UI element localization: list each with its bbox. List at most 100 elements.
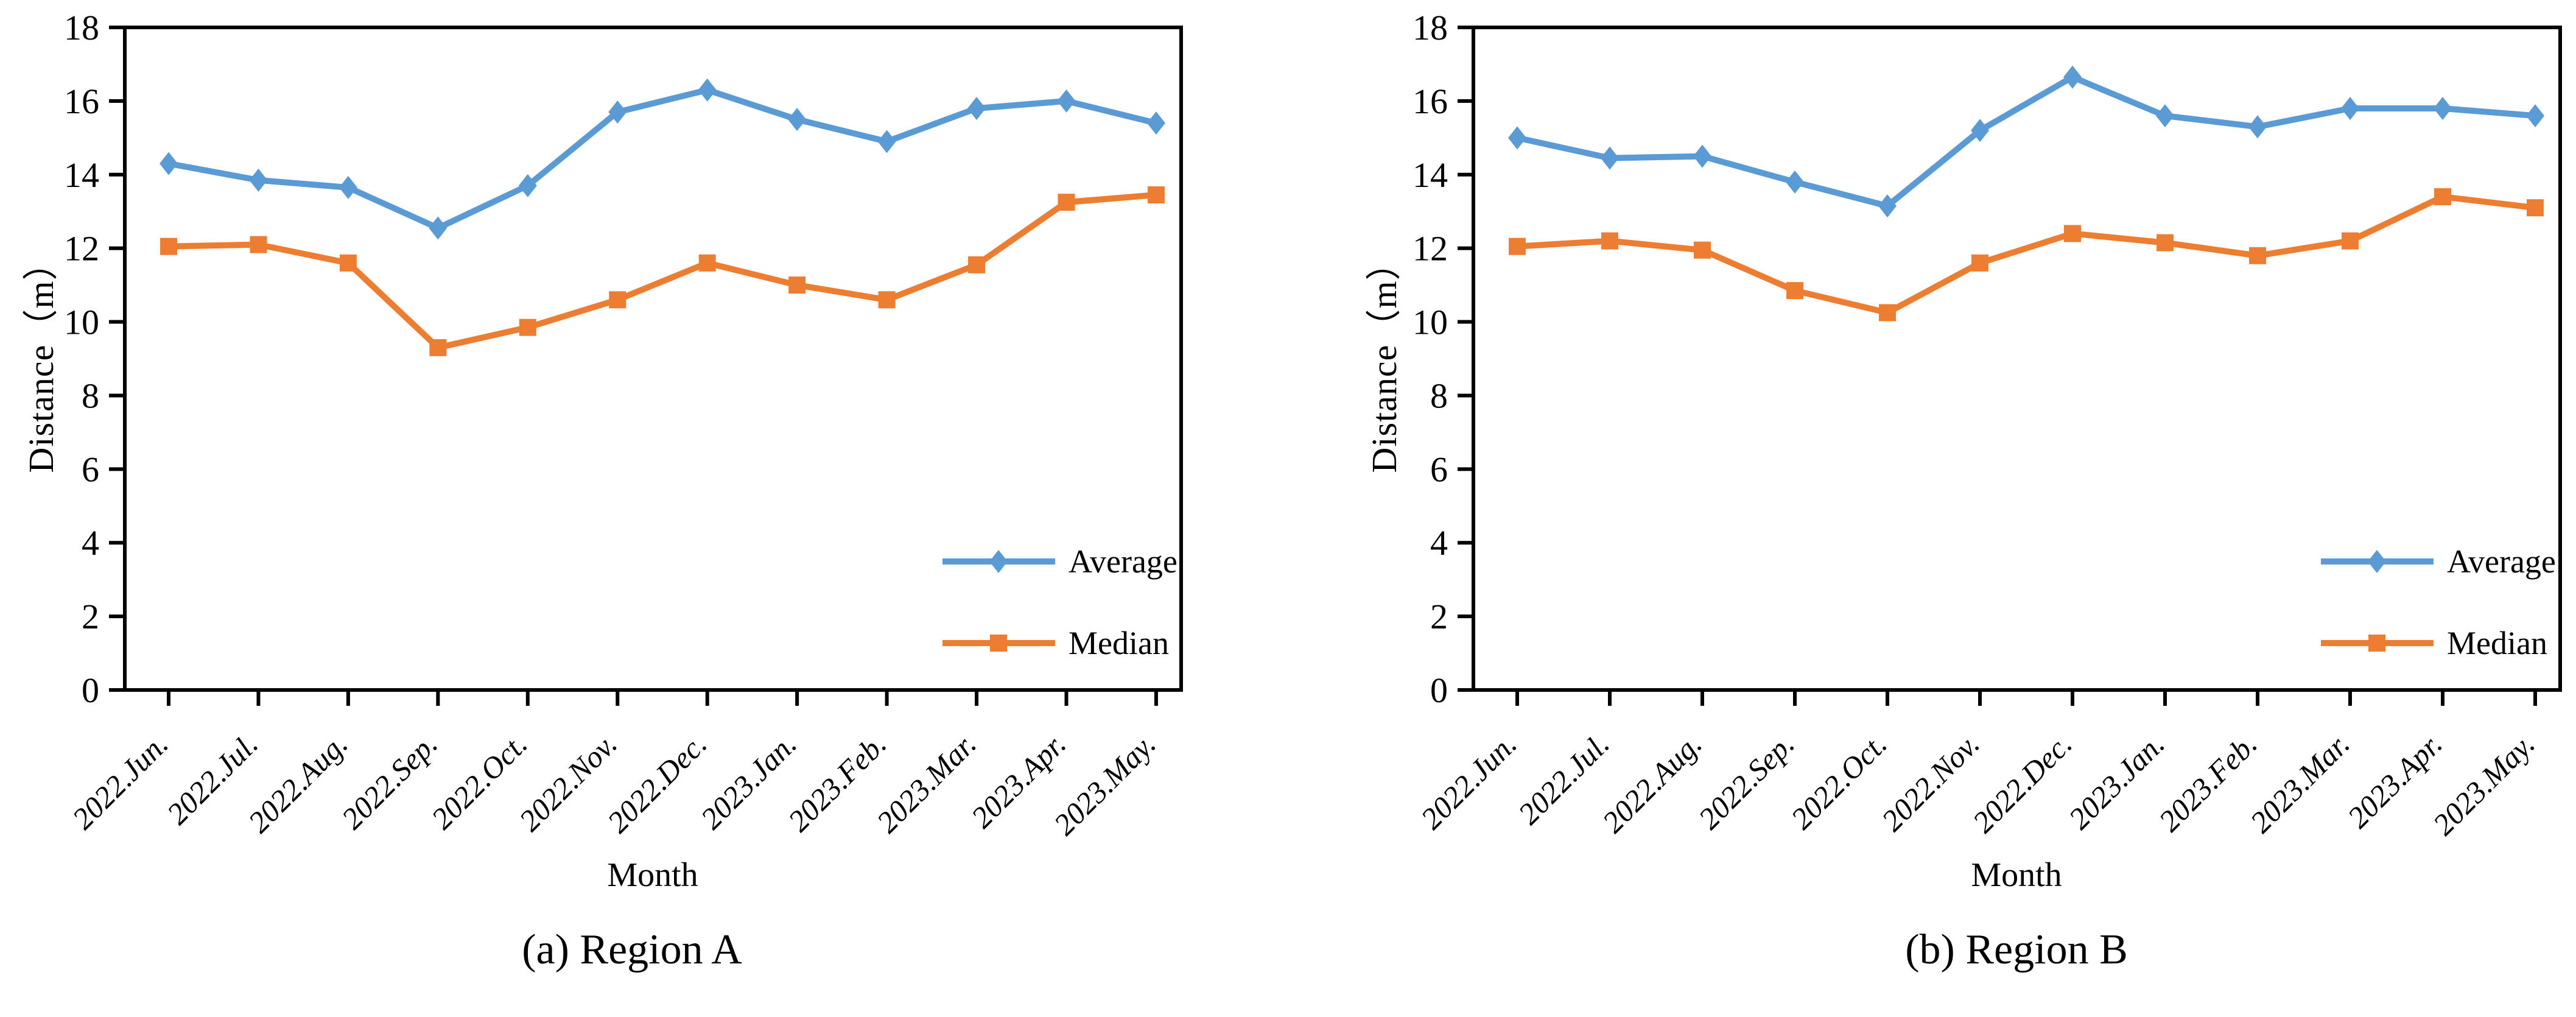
marker-median: [160, 238, 177, 255]
y-tick-label: 18: [1413, 8, 1448, 48]
marker-average: [877, 130, 896, 153]
marker-median: [878, 291, 896, 309]
marker-average: [2063, 65, 2082, 89]
marker-median: [1601, 232, 1618, 250]
legend-item-average: Average: [942, 537, 1177, 586]
plot-frame: [123, 26, 1183, 692]
y-axis-label-region-b: Distance（m）: [1364, 244, 1404, 473]
x-tick-label: 2022.Dec.: [601, 727, 714, 839]
median-line-swatch-icon: [942, 635, 1055, 652]
marker-median: [2249, 247, 2266, 264]
y-tick-label: 16: [1413, 82, 1448, 121]
legend-item-median: Median: [2321, 619, 2556, 667]
series-line-median: [168, 192, 1157, 351]
x-tick-label: 2023.Mar.: [2244, 727, 2356, 839]
y-tick-label: 10: [64, 303, 99, 342]
legend-region-a: Average Median: [942, 537, 1177, 667]
marker-average: [2341, 96, 2359, 120]
marker-average: [1878, 194, 1897, 218]
marker-median: [788, 276, 806, 294]
marker-average: [429, 216, 447, 240]
marker-average: [1786, 170, 1804, 194]
marker-average: [160, 152, 178, 175]
y-tick-label: 0: [1430, 670, 1448, 710]
series-line-average: [1516, 74, 2536, 209]
x-axis-label-region-a: Month: [607, 856, 698, 894]
marker-average: [1057, 89, 1076, 113]
x-tick-label: 2022.Nov.: [1875, 727, 1985, 837]
marker-median: [2527, 199, 2544, 217]
marker-average: [2248, 115, 2267, 139]
marker-average: [1601, 146, 1619, 170]
y-tick-label: 18: [64, 8, 99, 48]
y-tick-label: 2: [1430, 597, 1448, 636]
marker-median: [2064, 225, 2081, 242]
marker-median: [609, 291, 626, 309]
marker-median: [2434, 188, 2451, 206]
marker-average: [249, 168, 268, 192]
marker-median: [968, 256, 986, 273]
y-tick-label: 10: [1413, 303, 1448, 342]
marker-median: [2342, 232, 2359, 250]
marker-median: [519, 318, 536, 336]
y-tick-label: 12: [1413, 229, 1448, 269]
series-line-average: [168, 86, 1157, 231]
y-tick-label: 0: [82, 670, 99, 710]
x-tick-label: 2023.May.: [2426, 727, 2541, 842]
median-line-swatch-icon: [2321, 635, 2434, 652]
marker-average: [608, 100, 627, 124]
marker-median: [1879, 304, 1896, 322]
marker-average: [2156, 104, 2174, 128]
x-tick-label: 2023.Feb.: [2152, 727, 2264, 838]
marker-median: [1694, 241, 1711, 259]
y-tick-label: 14: [1413, 155, 1448, 195]
average-line-swatch-icon: [942, 550, 1055, 573]
y-tick-label: 16: [64, 82, 99, 121]
marker-median: [339, 254, 357, 272]
y-tick-label: 6: [1430, 449, 1448, 489]
legend-label-median: Median: [1069, 625, 1169, 661]
chart-panel-b: 0246810121416182022.Jun.2022.Jul.2022.Au…: [1413, 8, 2562, 842]
y-tick-label: 14: [64, 155, 99, 195]
marker-average: [788, 108, 807, 132]
marker-average: [1693, 144, 1711, 168]
x-tick-label: 2022.Jun.: [1414, 727, 1523, 836]
chart-panel-a: 0246810121416182022.Jun.2022.Jul.2022.Au…: [64, 8, 1183, 842]
marker-median: [1786, 282, 1803, 300]
x-tick-label: 2023.Jan.: [2062, 727, 2171, 836]
marker-average: [339, 175, 357, 199]
x-tick-label: 2022.Aug.: [242, 727, 354, 839]
legend-swatch-marker: [990, 635, 1007, 652]
x-tick-label: 2022.Aug.: [1596, 727, 1708, 839]
marker-average: [2434, 96, 2452, 120]
y-axis-label-region-a: Distance（m）: [21, 244, 61, 473]
plot-frame: [1472, 26, 2562, 692]
average-line-swatch-icon: [2321, 550, 2434, 573]
legend-swatch-marker: [2368, 550, 2386, 573]
marker-average: [518, 174, 537, 197]
caption-region-a: (a) Region A: [522, 926, 742, 973]
marker-median: [250, 236, 267, 253]
x-tick-label: 2022.Oct.: [425, 727, 534, 836]
x-tick-label: 2022.Dec.: [1966, 727, 2079, 839]
legend-swatch-marker: [2368, 635, 2385, 652]
x-tick-label: 2022.Jun.: [66, 727, 175, 836]
legend-swatch-marker: [989, 550, 1008, 573]
series-line-median: [1517, 194, 2536, 316]
legend-region-b: Average Median: [2321, 537, 2556, 667]
marker-median: [1058, 194, 1075, 211]
x-axis-label-region-b: Month: [1971, 856, 2062, 894]
y-tick-label: 4: [1430, 523, 1448, 563]
x-tick-label: 2022.Sep.: [1692, 727, 1801, 836]
y-tick-label: 8: [1430, 376, 1448, 415]
marker-average: [1508, 126, 1526, 150]
x-tick-label: 2022.Oct.: [1785, 727, 1893, 836]
y-tick-label: 6: [82, 449, 99, 489]
legend-label-median: Median: [2447, 625, 2547, 661]
marker-median: [1147, 186, 1165, 204]
marker-average: [698, 78, 717, 102]
marker-average: [2526, 104, 2544, 128]
legend-item-median: Median: [942, 619, 1177, 667]
